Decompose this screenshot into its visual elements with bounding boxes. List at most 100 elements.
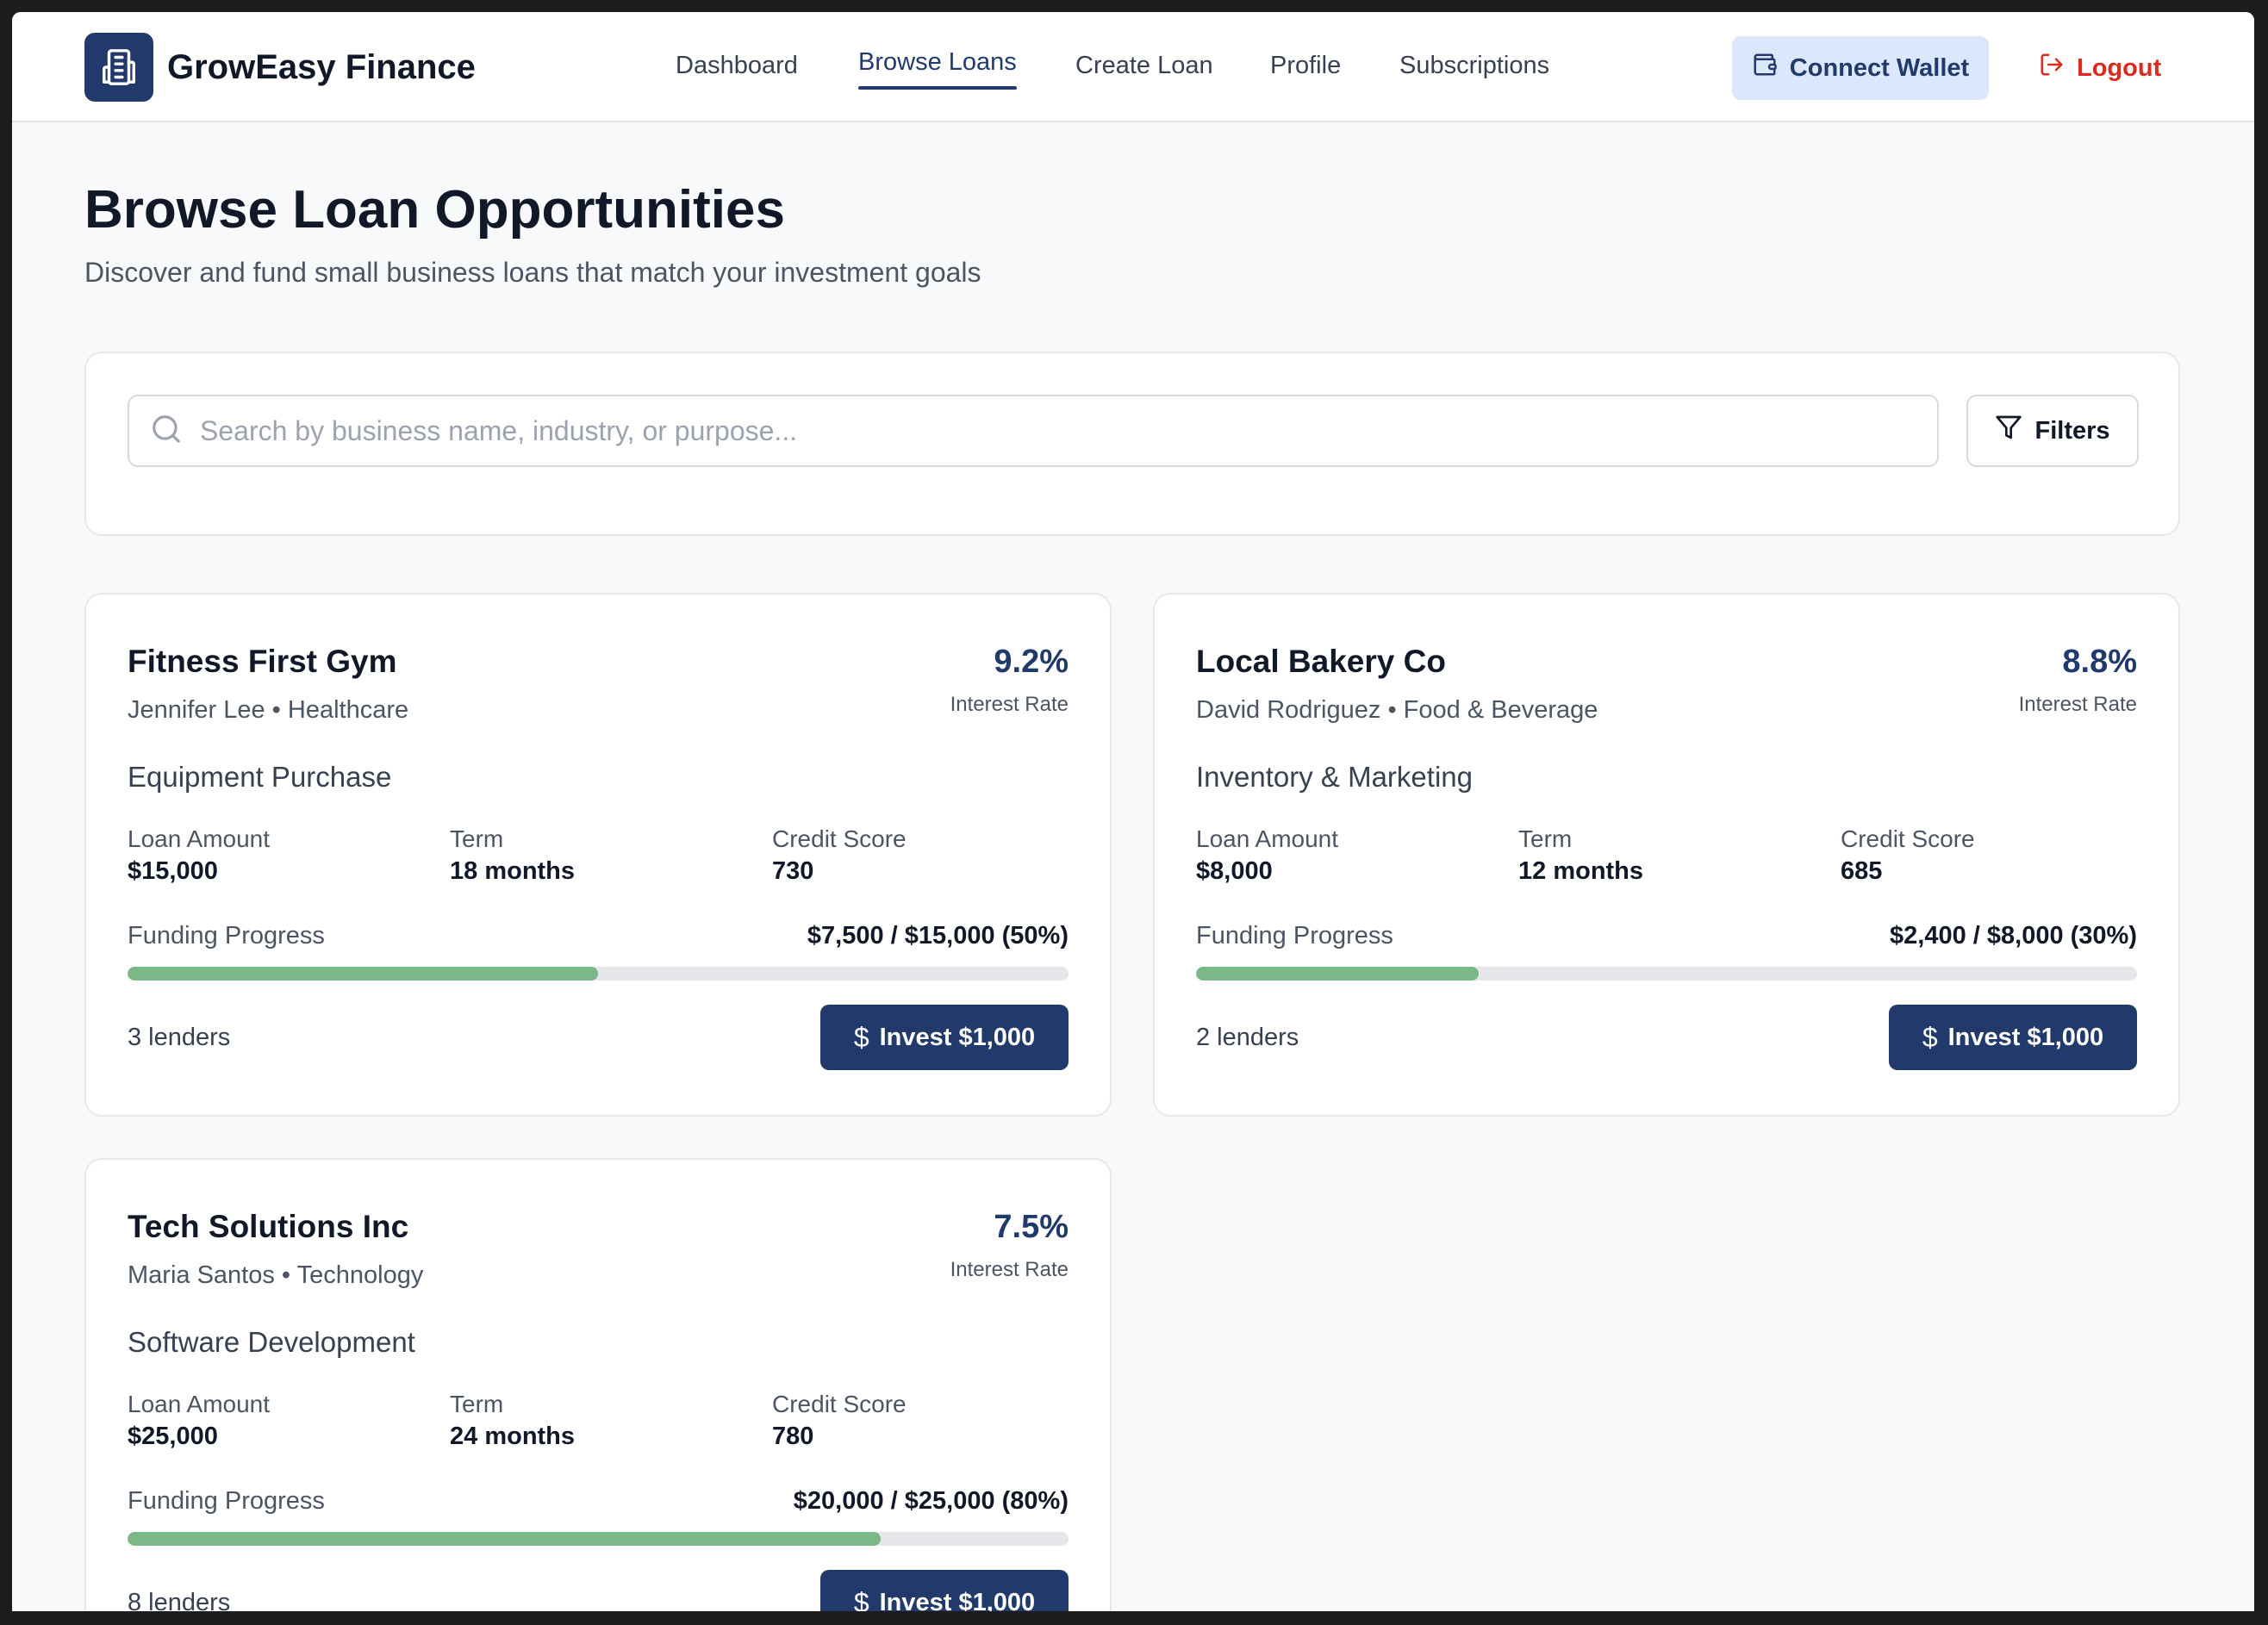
wallet-icon [1752, 52, 1778, 84]
invest-button[interactable]: $ Invest $1,000 [1889, 1005, 2137, 1070]
interest-rate: 8.8% [2062, 644, 2137, 680]
app-window: GrowEasy Finance Dashboard Browse Loans … [12, 12, 2254, 1611]
business-meta: Maria Santos • Technology [128, 1261, 424, 1289]
credit-score: Credit Score 730 [772, 824, 907, 887]
interest-rate-label: Interest Rate [950, 1258, 1069, 1281]
search-input[interactable] [200, 405, 1923, 457]
invest-label: Invest $1,000 [879, 1023, 1036, 1051]
loan-card: Tech Solutions Inc Maria Santos • Techno… [84, 1158, 1112, 1611]
building-icon [84, 33, 153, 102]
business-meta: David Rodriguez • Food & Beverage [1196, 696, 1598, 724]
loan-term-value: 24 months [450, 1423, 576, 1450]
loan-purpose: Software Development [128, 1326, 415, 1358]
dollar-icon: $ [853, 1586, 869, 1612]
loan-term: Term 24 months [450, 1389, 575, 1453]
owner-name: David Rodriguez [1196, 696, 1381, 724]
loan-term: Term 12 months [1518, 824, 1643, 887]
business-name: Tech Solutions Inc [128, 1209, 409, 1244]
lenders-count: 2 lenders [1196, 1024, 1299, 1051]
owner-name: Maria Santos [128, 1261, 275, 1289]
invest-button[interactable]: $ Invest $1,000 [820, 1005, 1069, 1070]
page-subtitle: Discover and fund small business loans t… [84, 257, 981, 288]
filters-button[interactable]: Filters [1966, 395, 2139, 467]
filters-label: Filters [2034, 416, 2110, 445]
industry: Food & Beverage [1403, 696, 1598, 724]
funding-progress-bar [1196, 967, 2137, 981]
loan-term-label: Term [450, 1391, 504, 1417]
funding-progress-label: Funding Progress [128, 922, 325, 949]
funding-progress-bar [128, 1532, 1069, 1546]
funding-progress-value: $20,000 / $25,000 (80%) [793, 1487, 1069, 1515]
lenders-count: 3 lenders [128, 1024, 231, 1051]
logout-button[interactable]: Logout [2039, 36, 2185, 100]
interest-rate-label: Interest Rate [2018, 693, 2137, 716]
connect-wallet-label: Connect Wallet [1789, 53, 1970, 82]
industry: Technology [296, 1261, 424, 1289]
search-panel: Filters [84, 352, 2180, 536]
funding-progress-label: Funding Progress [1196, 922, 1393, 949]
brand[interactable]: GrowEasy Finance [84, 33, 476, 102]
nav-profile[interactable]: Profile [1270, 52, 1342, 79]
brand-name: GrowEasy Finance [167, 47, 476, 86]
loan-amount-label: Loan Amount [1196, 825, 1339, 852]
logout-icon [2039, 52, 2065, 84]
interest-rate-label: Interest Rate [950, 693, 1069, 716]
credit-score: Credit Score 780 [772, 1389, 907, 1453]
filter-icon [1995, 414, 2022, 448]
nav-browse-loans[interactable]: Browse Loans [858, 48, 1017, 90]
loan-term-value: 18 months [450, 857, 576, 885]
credit-score-label: Credit Score [1841, 825, 1975, 852]
loan-amount-value: $15,000 [128, 857, 218, 885]
credit-score-label: Credit Score [772, 825, 907, 852]
loan-amount-value: $8,000 [1196, 857, 1273, 885]
dollar-icon: $ [853, 1021, 869, 1053]
industry: Healthcare [287, 696, 409, 724]
funding-progress-fill [1196, 967, 1479, 981]
invest-label: Invest $1,000 [879, 1588, 1036, 1612]
credit-score-label: Credit Score [772, 1391, 907, 1417]
logout-label: Logout [2077, 53, 2162, 82]
lenders-count: 8 lenders [128, 1589, 231, 1611]
credit-score-value: 685 [1841, 857, 1883, 885]
loan-amount-label: Loan Amount [128, 825, 271, 852]
dollar-icon: $ [1922, 1021, 1938, 1053]
loan-term: Term 18 months [450, 824, 575, 887]
loan-amount-value: $25,000 [128, 1423, 218, 1450]
business-name: Fitness First Gym [128, 644, 397, 679]
business-name: Local Bakery Co [1196, 644, 1446, 679]
loan-amount: Loan Amount $8,000 [1196, 824, 1338, 887]
invest-button[interactable]: $ Invest $1,000 [820, 1570, 1069, 1611]
interest-rate: 7.5% [994, 1209, 1069, 1245]
credit-score-value: 780 [772, 1423, 814, 1450]
business-meta: Jennifer Lee • Healthcare [128, 696, 409, 724]
loan-term-label: Term [450, 825, 504, 852]
loan-purpose: Inventory & Marketing [1196, 761, 1473, 793]
nav-dashboard[interactable]: Dashboard [676, 52, 798, 79]
loan-purpose: Equipment Purchase [128, 761, 392, 793]
search-icon [150, 413, 183, 450]
loan-card: Local Bakery Co David Rodriguez • Food &… [1153, 593, 2180, 1117]
funding-progress-value: $7,500 / $15,000 (50%) [807, 922, 1069, 949]
top-navbar: GrowEasy Finance Dashboard Browse Loans … [12, 12, 2254, 122]
loan-term-label: Term [1518, 825, 1573, 852]
page-title: Browse Loan Opportunities [84, 180, 785, 240]
connect-wallet-button[interactable]: Connect Wallet [1732, 36, 1989, 100]
loan-amount-label: Loan Amount [128, 1391, 271, 1417]
owner-name: Jennifer Lee [128, 696, 265, 724]
funding-progress-bar [128, 967, 1069, 981]
loan-term-value: 12 months [1518, 857, 1644, 885]
credit-score: Credit Score 685 [1841, 824, 1975, 887]
loan-amount: Loan Amount $25,000 [128, 1389, 270, 1453]
funding-progress-value: $2,400 / $8,000 (30%) [1890, 922, 2137, 949]
search-box[interactable] [128, 395, 1939, 467]
funding-progress-label: Funding Progress [128, 1487, 325, 1515]
loan-card: Fitness First Gym Jennifer Lee • Healthc… [84, 593, 1112, 1117]
invest-label: Invest $1,000 [1947, 1023, 2104, 1051]
nav-subscriptions[interactable]: Subscriptions [1399, 52, 1550, 79]
loan-amount: Loan Amount $15,000 [128, 824, 270, 887]
interest-rate: 9.2% [994, 644, 1069, 680]
nav-create-loan[interactable]: Create Loan [1075, 52, 1213, 79]
funding-progress-fill [128, 1532, 881, 1546]
credit-score-value: 730 [772, 857, 814, 885]
funding-progress-fill [128, 967, 598, 981]
